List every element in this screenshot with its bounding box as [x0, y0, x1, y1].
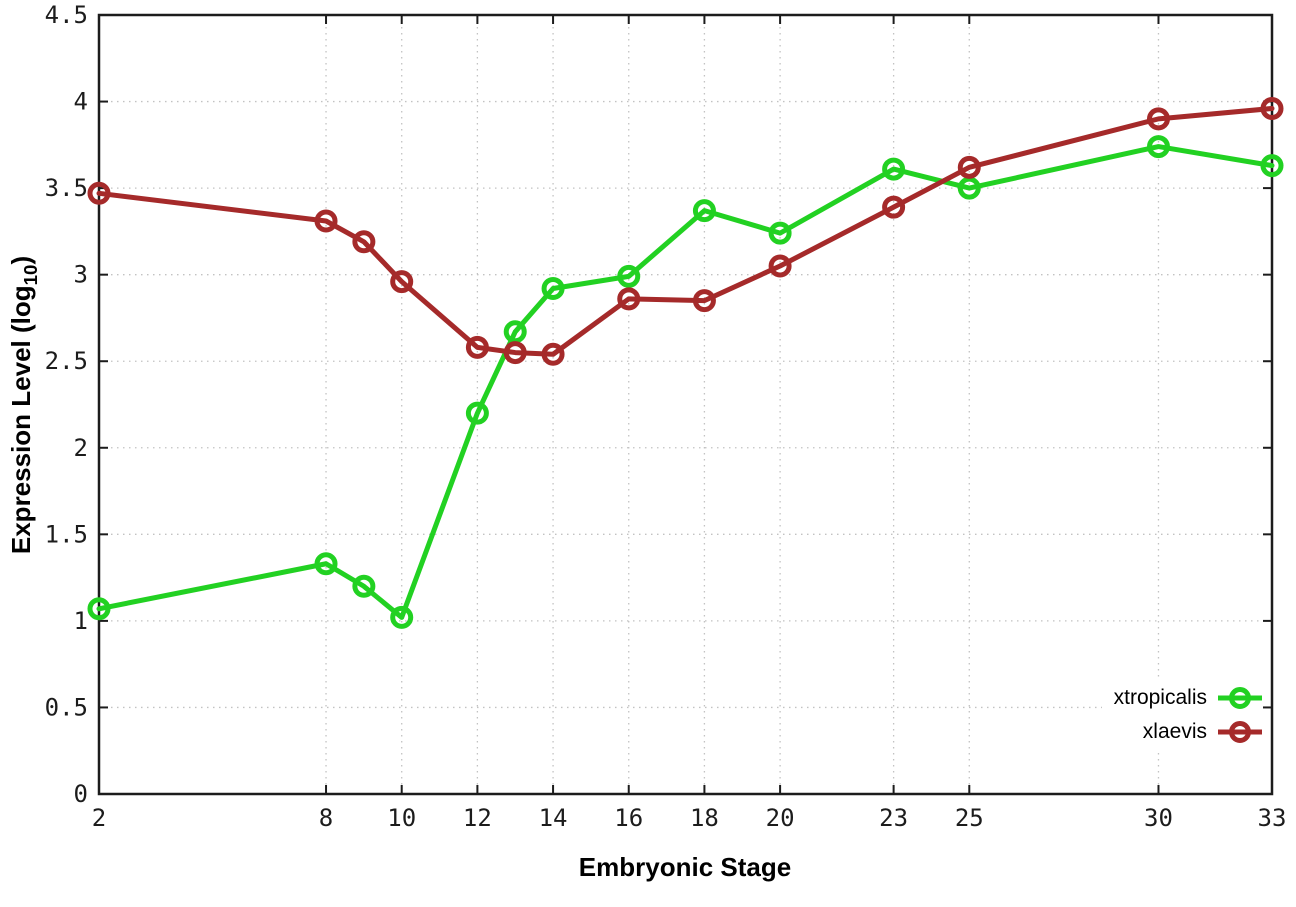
- x-tick-label: 18: [690, 804, 719, 832]
- data-point-xtropicalis: [390, 605, 414, 629]
- data-point-xtropicalis: [465, 401, 489, 425]
- y-axis-title-subscript: 10: [19, 264, 41, 286]
- data-point-xtropicalis: [1146, 135, 1170, 159]
- data-point-xlaevis: [465, 335, 489, 359]
- x-axis-title: Embryonic Stage: [578, 852, 792, 882]
- x-tick-label: 20: [766, 804, 795, 832]
- x-tick-label: 16: [614, 804, 643, 832]
- series-line-xlaevis: [96, 105, 1275, 357]
- data-point-xtropicalis: [768, 221, 792, 245]
- data-point-xlaevis: [882, 195, 906, 219]
- legend-label-xlaevis: xlaevis: [1142, 720, 1207, 743]
- data-point-xlaevis: [541, 342, 565, 366]
- data-point-xlaevis: [617, 287, 641, 311]
- data-point-xlaevis: [692, 289, 716, 313]
- data-point-xtropicalis: [1260, 154, 1284, 178]
- data-point-xtropicalis: [617, 264, 641, 288]
- x-tick-label: 2: [92, 804, 106, 832]
- data-point-xlaevis: [352, 230, 376, 254]
- data-point-xlaevis: [314, 209, 338, 233]
- y-axis-title-text: Expression Level (log: [6, 285, 37, 555]
- y-tick-label: 2.5: [45, 347, 88, 375]
- data-point-xlaevis: [87, 181, 111, 205]
- x-tick-label: 30: [1144, 804, 1173, 832]
- x-tick-label: 25: [955, 804, 984, 832]
- y-tick-label: 4.5: [45, 1, 88, 29]
- data-point-xtropicalis: [957, 176, 981, 200]
- x-tick-label: 12: [463, 804, 492, 832]
- data-point-xlaevis: [503, 341, 527, 365]
- legend-item-xtropicalis: xtropicalis: [1114, 681, 1263, 715]
- y-tick-label: 1: [74, 607, 88, 635]
- y-axis-title: Expression Level (log10): [6, 256, 42, 554]
- x-tick-label: 23: [879, 804, 908, 832]
- data-point-xtropicalis: [352, 574, 376, 598]
- line-marker-icon: [1218, 687, 1262, 709]
- legend-item-xlaevis: xlaevis: [1143, 715, 1263, 749]
- plot-border: [97, 13, 1274, 796]
- y-tick-label: 1.5: [45, 520, 88, 548]
- data-point-xtropicalis: [503, 320, 527, 344]
- x-tick-label: 33: [1258, 804, 1287, 832]
- y-axis-title-close: ): [6, 255, 37, 265]
- line-marker-icon: [1218, 721, 1262, 743]
- data-point-xtropicalis: [314, 552, 338, 576]
- data-point-xtropicalis: [541, 277, 565, 301]
- legend: xtropicalis xlaevis: [1101, 680, 1263, 750]
- y-tick-label: 3.5: [45, 174, 88, 202]
- y-tick-label: 4: [74, 88, 88, 116]
- legend-label-xtropicalis: xtropicalis: [1113, 686, 1207, 709]
- x-tick-label: 8: [319, 804, 333, 832]
- data-point-xlaevis: [390, 270, 414, 294]
- y-tick-label: 0: [74, 780, 88, 808]
- y-tick-label: 2: [74, 434, 88, 462]
- data-point-xtropicalis: [692, 199, 716, 223]
- y-tick-label: 0.5: [45, 693, 88, 721]
- data-point-xlaevis: [768, 254, 792, 278]
- x-tick-label: 10: [387, 804, 416, 832]
- data-point-xtropicalis: [87, 597, 111, 621]
- data-point-xlaevis: [1146, 107, 1170, 131]
- data-point-xlaevis: [1260, 96, 1284, 120]
- y-tick-label: 3: [74, 261, 88, 289]
- x-tick-label: 14: [539, 804, 568, 832]
- data-point-xtropicalis: [882, 157, 906, 181]
- data-point-xlaevis: [957, 155, 981, 179]
